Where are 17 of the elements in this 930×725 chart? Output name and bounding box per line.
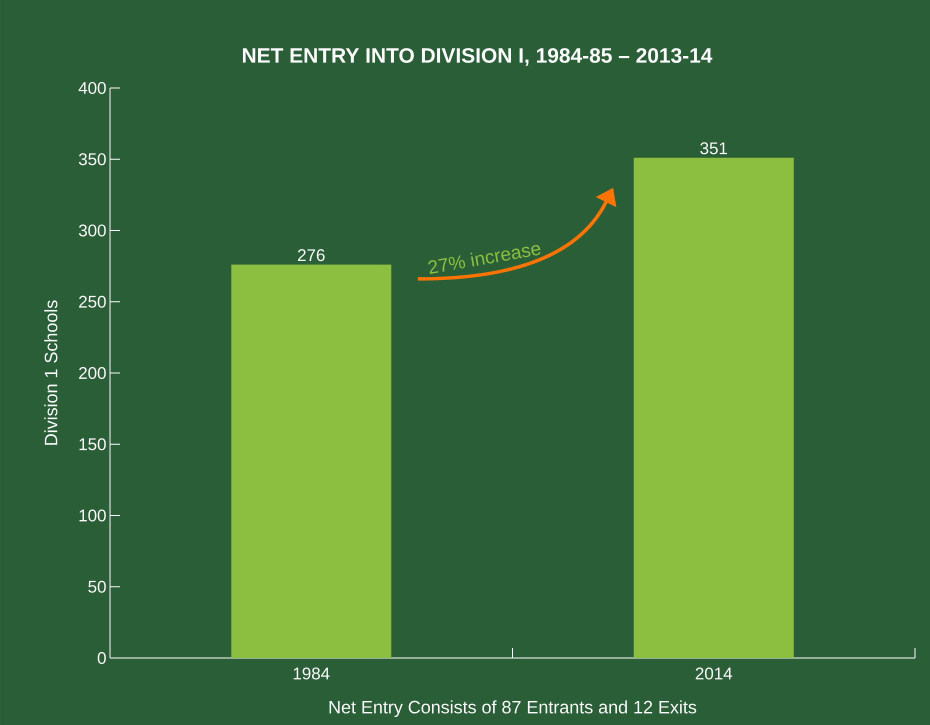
y-tick-label: 400	[78, 82, 106, 94]
y-tick-label: 0	[98, 652, 106, 664]
y-tick-label: 50	[88, 580, 106, 593]
y-tick-label: 250	[79, 296, 106, 308]
y-axis-title: Division 1 Schools	[44, 300, 58, 445]
data-label: 351	[700, 142, 728, 154]
y-tick-label: 200	[79, 366, 106, 379]
y-tick-label: 150	[80, 438, 106, 450]
x-tick-label: 1984	[294, 668, 330, 680]
x-tick-label: 2014	[696, 668, 732, 680]
y-tick-label: 100	[80, 509, 106, 522]
annotation: 27% increase	[428, 245, 540, 274]
x-axis-title: Net Entry Consists of 87 Entrants and 12 Exits	[330, 700, 696, 718]
y-tick-label: 350	[78, 153, 106, 166]
y-tick-label: 300	[78, 224, 106, 236]
chart-title: NET ENTRY INTO DIVISION I, 1984-85 – 2013-14	[242, 48, 712, 66]
data-label: 276	[298, 249, 325, 262]
